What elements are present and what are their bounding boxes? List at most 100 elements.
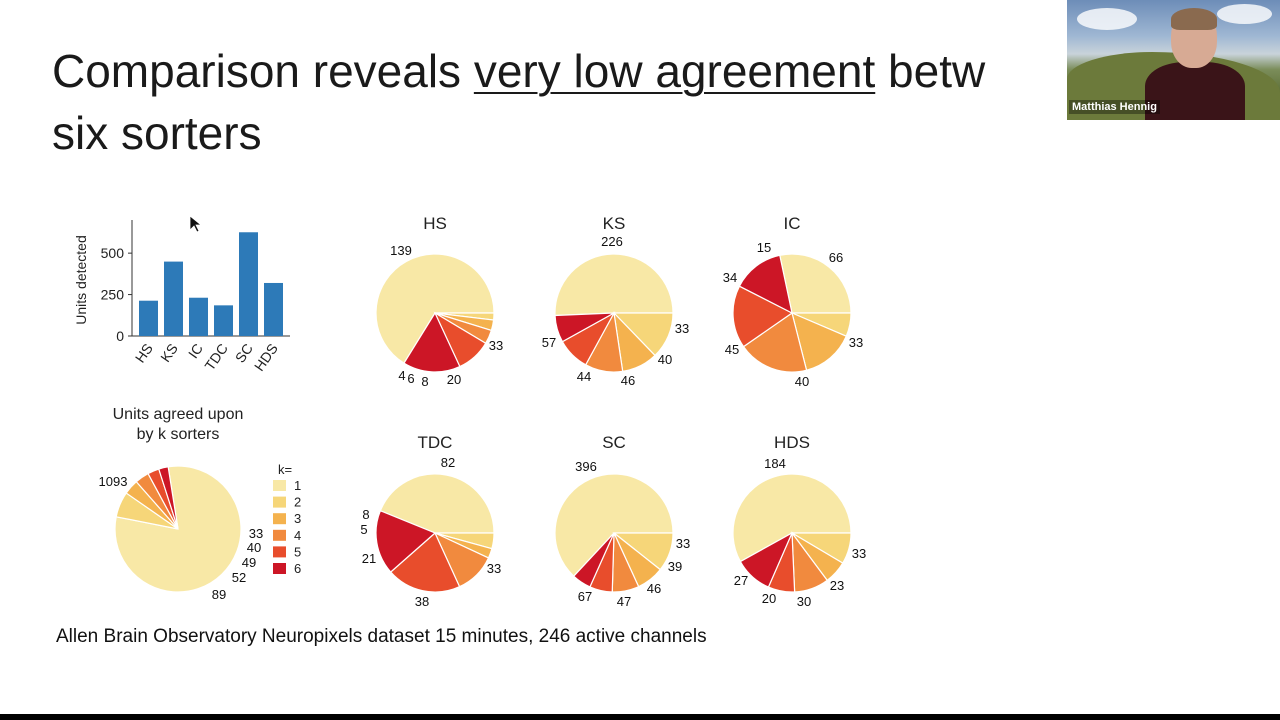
bar-ks [164, 261, 183, 336]
pie-tdc-label-k2: 8 [362, 507, 369, 522]
x-tick-label: TDC [201, 341, 231, 374]
title-underlined: very low agreement [473, 45, 876, 97]
legend-swatch-k3 [273, 513, 286, 525]
agreement-pie-slice-k6 [158, 466, 179, 530]
x-tick-label: HS [132, 341, 156, 366]
pie-ic-label-k3: 34 [723, 270, 737, 285]
y-tick-label: 0 [116, 328, 124, 344]
y-tick-label: 500 [101, 245, 125, 261]
person-hair [1171, 8, 1217, 30]
pie-hs-label-k5: 20 [447, 372, 461, 387]
pie-hds-label-k2: 27 [734, 573, 748, 588]
pie-hds-label-k5: 23 [830, 578, 844, 593]
bottom-bar [0, 714, 1280, 720]
slide-title: Comparison reveals very low agreement be… [52, 40, 1112, 164]
title-part2: betw [875, 45, 986, 97]
pie-sc-label-k2: 67 [578, 589, 592, 604]
x-tick-label: HDS [251, 341, 281, 374]
bar-hs [139, 300, 158, 336]
agreement-label-k1: 1093 [99, 474, 128, 489]
participant-name: Matthias Hennig [1069, 100, 1160, 114]
video-thumbnail[interactable]: Matthias Hennig [1067, 0, 1280, 120]
pie-sc-label-k5: 39 [668, 559, 682, 574]
pie-ic-label-k2: 15 [757, 240, 771, 255]
legend-label-k3: 3 [294, 511, 301, 526]
pie-ks-label-k1: 226 [601, 234, 623, 249]
x-tick-label: KS [157, 341, 181, 365]
agreement-label-k5: 40 [247, 540, 261, 555]
pie-ic-slice-k4 [742, 312, 808, 373]
legend-swatch-k6 [273, 563, 286, 574]
y-tick-label: 250 [101, 287, 125, 303]
pie-hds-label-k1: 184 [764, 456, 786, 471]
pie-hs-slice-k1 [375, 253, 495, 365]
agreement-label-k2: 89 [212, 587, 226, 602]
legend-title: k= [278, 462, 292, 477]
pie-ic-slice-k3 [791, 311, 848, 371]
pie-ks-slice-k6 [554, 312, 615, 343]
pie-title-tdc: TDC [418, 433, 453, 452]
legend-label-k2: 2 [294, 495, 301, 510]
bar-ic [189, 297, 208, 336]
pie-tdc-label-k5: 38 [415, 594, 429, 609]
legend-label-k4: 4 [294, 528, 301, 543]
pie-hds-label-k3: 20 [762, 591, 776, 606]
pie-ks-slice-k1 [554, 253, 674, 317]
pie-tdc-label-k3: 5 [360, 522, 367, 537]
y-axis-label: Units detected [73, 235, 89, 325]
legend-swatch-k5 [273, 546, 286, 558]
pie-title-sc: SC [602, 433, 626, 452]
pie-ic-label-k6: 33 [849, 335, 863, 350]
legend-label-k1: 1 [294, 478, 301, 493]
pie-tdc-label-k4: 21 [362, 551, 376, 566]
pie-hs-label-k3: 6 [407, 371, 414, 386]
pie-sc-label-k1: 396 [575, 459, 597, 474]
pie-ic-slice-k6 [738, 254, 793, 315]
pie-tdc-slice-k5 [389, 532, 461, 593]
pie-hs-label-k6: 33 [489, 338, 503, 353]
pie-ks-label-k3: 44 [577, 369, 591, 384]
legend-swatch-k1 [273, 480, 286, 491]
legend-swatch-k4 [273, 529, 286, 541]
pie-hds-label-k4: 30 [797, 594, 811, 609]
pie-ks-label-k2: 57 [542, 335, 556, 350]
x-tick-label: IC [185, 341, 206, 362]
title-line2: six sorters [52, 107, 262, 159]
bar-tdc [214, 305, 233, 336]
pie-hds-slice-k1 [732, 473, 852, 563]
pie-ic-label-k4: 45 [725, 342, 739, 357]
pie-ks-label-k6: 33 [675, 321, 689, 336]
pie-ks-label-k5: 40 [658, 352, 672, 367]
pie-hs-label-k2: 4 [398, 368, 405, 383]
pie-title-hds: HDS [774, 433, 810, 452]
agreement-label-k3: 52 [232, 570, 246, 585]
pie-ic-label-k1: 66 [829, 250, 843, 265]
mouse-cursor [189, 215, 203, 233]
agreement-label-k6: 33 [249, 526, 263, 541]
pie-sc-label-k6: 33 [676, 536, 690, 551]
pie-tdc-label-k6: 33 [487, 561, 501, 576]
pie-tdc-label-k1: 82 [441, 455, 455, 470]
person-body [1145, 62, 1245, 120]
bar-sc [239, 232, 258, 336]
pie-sc-slice-k1 [554, 473, 674, 578]
title-part1: Comparison reveals [52, 45, 474, 97]
pie-hds-label-k6: 33 [852, 546, 866, 561]
pie-hs-label-k4: 8 [421, 374, 428, 389]
pie-tdc-slice-k1 [379, 473, 495, 534]
pie-sc-label-k4: 46 [647, 581, 661, 596]
slide-caption: Allen Brain Observatory Neuropixels data… [56, 626, 707, 647]
pie-hs-slice-k6 [403, 311, 461, 373]
pie-sc-slice-k6 [572, 532, 615, 588]
cloud-shape [1217, 4, 1272, 24]
agreement-title-line1: Units agreed upon [113, 406, 244, 423]
pie-ic-label-k5: 40 [795, 374, 809, 389]
pie-title-hs: HS [423, 214, 447, 233]
pie-ic-slice-k1 [779, 253, 852, 314]
legend-label-k6: 6 [294, 561, 301, 576]
pie-title-ic: IC [784, 214, 801, 233]
bar-hds [264, 282, 283, 336]
cloud-shape [1077, 8, 1137, 30]
pie-tdc-slice-k6 [375, 509, 437, 573]
